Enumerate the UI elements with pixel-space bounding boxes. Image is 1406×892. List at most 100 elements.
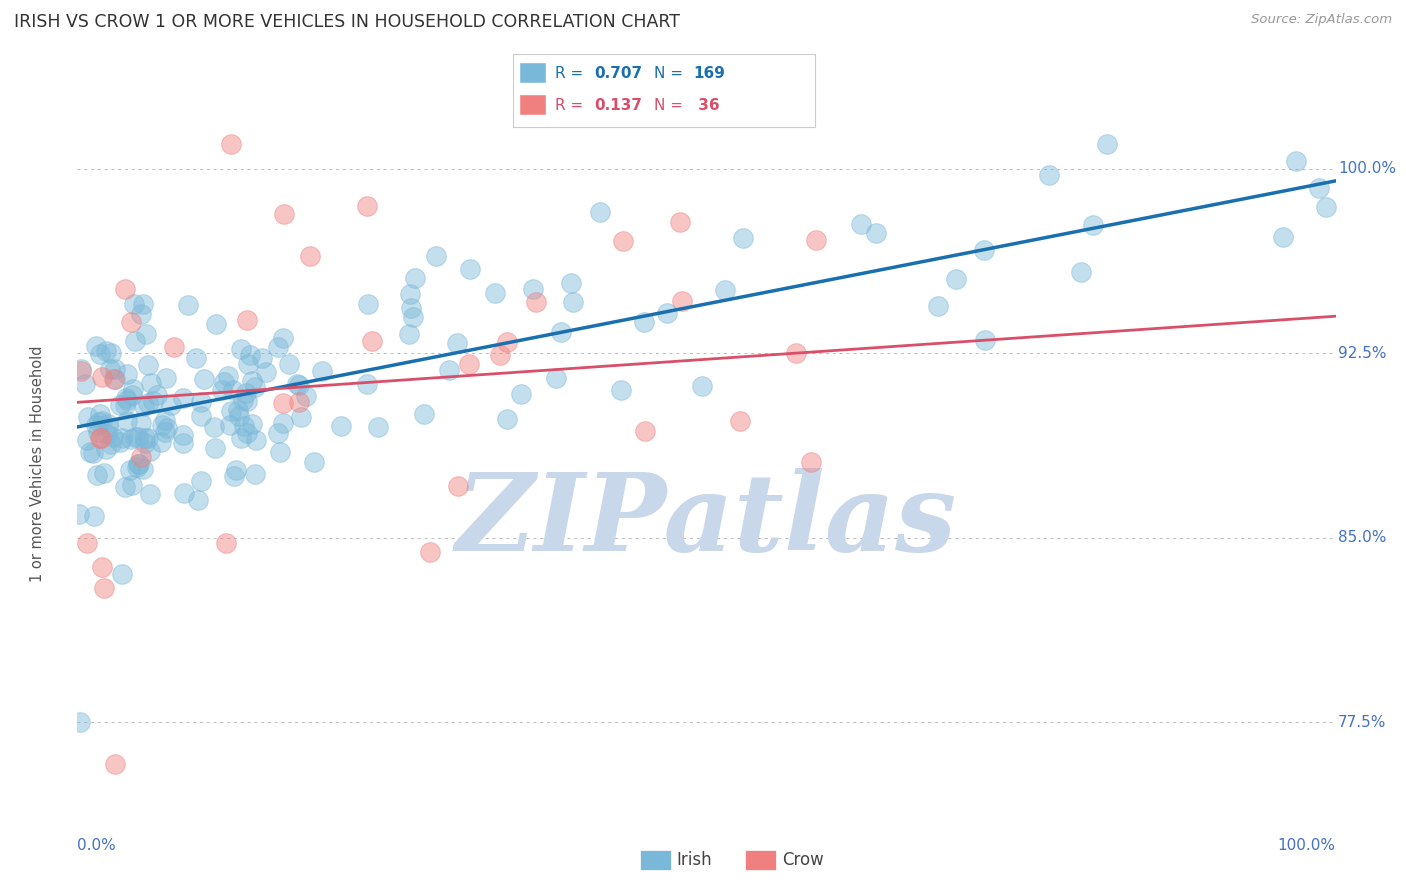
Point (159, 398, 181, 412)
Point (302, 455, 325, 469)
Point (104, 757, 127, 772)
Point (86, 417, 108, 432)
Point (413, 407, 436, 421)
Point (114, 398, 136, 412)
Point (1272, 230, 1295, 244)
Point (367, 420, 389, 434)
Point (202, 420, 225, 434)
Point (233, 419, 256, 434)
Point (633, 315, 655, 329)
Point (690, 378, 713, 392)
Point (484, 286, 506, 301)
Point (231, 432, 253, 446)
Point (254, 365, 277, 379)
Point (267, 340, 290, 354)
Point (142, 394, 165, 409)
Point (150, 435, 173, 450)
Point (849, 217, 872, 231)
Point (190, 409, 212, 424)
Point (278, 357, 301, 371)
Point (245, 434, 267, 448)
Point (239, 347, 262, 361)
Point (242, 374, 264, 388)
Point (360, 334, 382, 348)
Point (404, 271, 426, 285)
Point (1038, 169, 1060, 183)
Point (96, 442, 118, 457)
Point (155, 370, 177, 384)
Point (108, 435, 131, 450)
Point (561, 294, 583, 309)
Point (609, 384, 631, 398)
Point (193, 372, 215, 386)
Point (131, 296, 153, 310)
Text: 0.137: 0.137 (595, 98, 643, 112)
Point (550, 325, 572, 339)
Point (163, 340, 186, 354)
Point (89, 431, 111, 445)
Point (236, 393, 259, 408)
Point (235, 386, 257, 401)
Point (243, 467, 266, 481)
Point (489, 347, 512, 361)
Point (104, 371, 127, 385)
Point (114, 282, 136, 296)
Point (446, 335, 468, 350)
Point (129, 450, 152, 464)
Point (127, 457, 149, 471)
Point (97, 417, 120, 431)
Text: 100.0%: 100.0% (1278, 838, 1336, 854)
Point (121, 478, 143, 492)
Point (124, 334, 146, 348)
Text: 85.0%: 85.0% (1339, 530, 1386, 545)
Point (800, 455, 823, 469)
Point (634, 424, 657, 438)
Point (97, 420, 120, 434)
Point (150, 417, 173, 432)
Point (495, 412, 517, 426)
Point (136, 358, 159, 372)
Text: Irish: Irish (676, 851, 711, 869)
Point (115, 367, 138, 381)
Point (90, 431, 112, 445)
Point (83, 508, 105, 523)
Point (86, 425, 108, 439)
Point (311, 364, 333, 378)
Point (120, 315, 142, 329)
Point (401, 310, 423, 324)
Point (115, 392, 138, 407)
Point (132, 399, 155, 413)
Point (240, 417, 263, 431)
Point (76, 433, 98, 447)
Point (560, 277, 582, 291)
Point (226, 403, 249, 417)
Point (211, 384, 233, 398)
Point (228, 409, 250, 423)
Point (329, 419, 352, 434)
Point (425, 249, 447, 263)
Point (146, 388, 169, 402)
Point (524, 294, 547, 309)
Point (91, 370, 114, 384)
Point (110, 398, 132, 412)
Point (172, 391, 194, 405)
Point (173, 485, 195, 500)
Text: N =: N = (654, 66, 683, 80)
Point (399, 287, 422, 301)
Point (134, 431, 156, 445)
Point (1083, 218, 1105, 232)
Point (76, 535, 98, 549)
Text: 0.0%: 0.0% (77, 838, 117, 854)
Point (104, 362, 127, 376)
Point (232, 392, 254, 407)
Point (91, 560, 114, 574)
Point (190, 395, 212, 409)
Point (356, 199, 378, 213)
Point (612, 234, 634, 248)
Point (134, 435, 156, 450)
Point (229, 342, 252, 356)
Point (136, 396, 159, 410)
Point (103, 372, 125, 386)
Text: Crow: Crow (782, 851, 824, 869)
Point (101, 430, 124, 444)
